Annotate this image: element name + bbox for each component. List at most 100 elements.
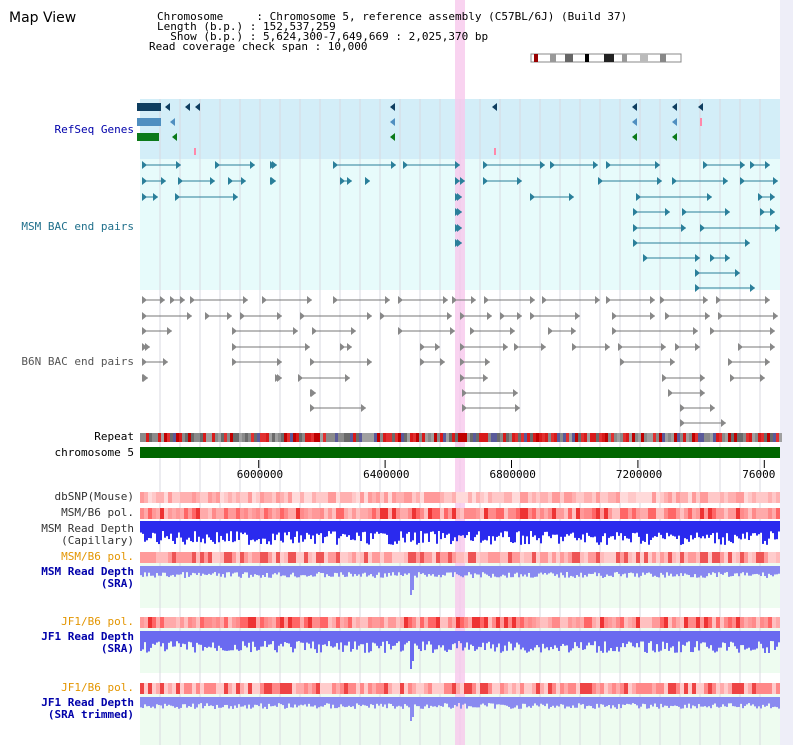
heat-cell bbox=[276, 492, 280, 503]
depth-bar bbox=[624, 566, 626, 574]
depth-bar bbox=[474, 697, 476, 708]
bac-end-marker bbox=[455, 161, 460, 169]
track-label-jf1-pol-trim[interactable]: JF1/B6 pol. bbox=[61, 681, 134, 694]
depth-bar bbox=[434, 697, 436, 707]
repeat-cell bbox=[491, 433, 494, 442]
heat-cell bbox=[360, 617, 364, 628]
heat-cell bbox=[396, 683, 400, 694]
repeat-cell bbox=[395, 433, 398, 442]
heat-cell bbox=[564, 492, 568, 503]
track-label-refseq[interactable]: RefSeq Genes bbox=[54, 123, 134, 136]
depth-bar bbox=[436, 697, 438, 708]
track-label-dbsnp[interactable]: dbSNP(Mouse) bbox=[54, 490, 134, 503]
heat-cell bbox=[384, 683, 388, 694]
depth-bar bbox=[294, 697, 296, 705]
heat-cell bbox=[180, 508, 184, 519]
depth-bar bbox=[472, 697, 474, 708]
heat-cell bbox=[676, 552, 680, 563]
depth-bar bbox=[710, 521, 712, 535]
heat-cell bbox=[420, 683, 424, 694]
depth-bar bbox=[354, 521, 356, 541]
depth-bar bbox=[750, 566, 752, 576]
heat-cell bbox=[140, 508, 144, 519]
depth-bar bbox=[570, 521, 572, 534]
track-label-msm-bac[interactable]: MSM BAC end pairs bbox=[21, 220, 134, 233]
track-label-repeat[interactable]: Repeat bbox=[94, 430, 134, 443]
bac-end-marker bbox=[530, 296, 535, 304]
depth-bar bbox=[224, 697, 226, 705]
coverage-span-info: Read coverage check span : 10,000 bbox=[149, 40, 368, 53]
depth-bar bbox=[696, 566, 698, 578]
depth-bar bbox=[172, 566, 174, 575]
track-label-b6n-bac[interactable]: B6N BAC end pairs bbox=[21, 355, 134, 368]
track-label-jf1-pol-sra[interactable]: JF1/B6 pol. bbox=[61, 615, 134, 628]
depth-bar bbox=[598, 521, 600, 545]
heat-cell bbox=[296, 617, 300, 628]
track-label-msm-pol-sra[interactable]: MSM/B6 pol. bbox=[61, 550, 134, 563]
heat-cell bbox=[636, 492, 640, 503]
heat-cell bbox=[552, 617, 556, 628]
depth-bar bbox=[538, 697, 540, 707]
depth-bar bbox=[704, 697, 706, 707]
heat-cell bbox=[368, 617, 372, 628]
track-label-msm-pol-capillary[interactable]: MSM/B6 pol. bbox=[61, 506, 134, 519]
heat-cell bbox=[656, 617, 660, 628]
depth-bar bbox=[738, 631, 740, 653]
depth-bar bbox=[262, 631, 264, 647]
heat-cell bbox=[544, 683, 548, 694]
heat-cell bbox=[496, 552, 500, 563]
depth-bar bbox=[246, 631, 248, 648]
heat-cell bbox=[608, 683, 612, 694]
depth-bar bbox=[672, 697, 674, 707]
heat-cell bbox=[704, 552, 708, 563]
track-label-msm-depth-capillary[interactable]: MSM Read Depth bbox=[41, 522, 134, 535]
depth-bar bbox=[306, 697, 308, 707]
depth-bar bbox=[244, 631, 246, 646]
track-label-jf1-depth-sra[interactable]: JF1 Read Depth bbox=[41, 630, 134, 643]
heat-cell bbox=[496, 683, 500, 694]
heat-cell bbox=[168, 508, 172, 519]
heat-cell bbox=[356, 508, 360, 519]
depth-bar bbox=[644, 521, 646, 542]
bac-end-marker bbox=[347, 177, 352, 185]
depth-bar bbox=[634, 631, 636, 648]
msm-depth-capillary bbox=[140, 521, 780, 545]
repeat-cell bbox=[662, 433, 665, 442]
heat-cell bbox=[192, 552, 196, 563]
depth-bar bbox=[378, 631, 380, 649]
depth-bar bbox=[282, 631, 284, 647]
heat-cell bbox=[768, 508, 772, 519]
depth-bar bbox=[488, 631, 490, 642]
track-label-jf1-depth-trim[interactable]: JF1 Read Depth bbox=[41, 696, 134, 709]
repeat-cell bbox=[548, 433, 551, 442]
depth-bar bbox=[318, 566, 320, 573]
heat-cell bbox=[284, 492, 288, 503]
depth-bar bbox=[590, 697, 592, 707]
heat-cell bbox=[372, 492, 376, 503]
depth-bar bbox=[716, 521, 718, 533]
heat-cell bbox=[164, 492, 168, 503]
depth-bar bbox=[442, 521, 444, 534]
repeat-cell bbox=[320, 433, 323, 442]
track-label-msm-depth-sra[interactable]: MSM Read Depth bbox=[41, 565, 134, 578]
heat-cell bbox=[148, 617, 152, 628]
depth-bar bbox=[508, 521, 510, 538]
heat-cell bbox=[716, 552, 720, 563]
repeat-cell bbox=[758, 433, 761, 442]
depth-bar bbox=[736, 566, 738, 574]
heat-cell bbox=[584, 617, 588, 628]
depth-bar bbox=[428, 521, 430, 542]
repeat-cell bbox=[749, 433, 752, 442]
bac-end-marker bbox=[738, 343, 743, 351]
depth-bar bbox=[282, 521, 284, 543]
heat-cell bbox=[584, 492, 588, 503]
repeat-cell bbox=[410, 433, 413, 442]
depth-bar bbox=[766, 697, 768, 706]
heat-cell bbox=[168, 617, 172, 628]
heat-cell bbox=[200, 552, 204, 563]
depth-bar bbox=[374, 697, 376, 709]
depth-bar bbox=[524, 566, 526, 575]
depth-bar bbox=[614, 566, 616, 573]
depth-bar bbox=[370, 521, 372, 534]
